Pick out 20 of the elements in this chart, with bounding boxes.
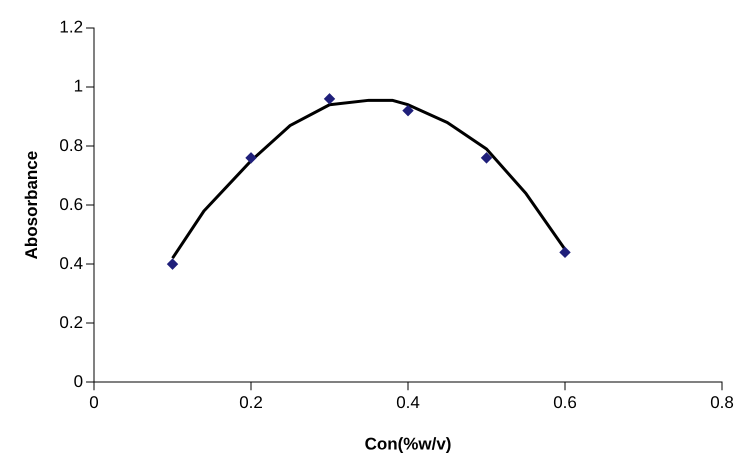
y-tick-label: 0 bbox=[74, 372, 84, 391]
y-tick-label: 1 bbox=[74, 76, 84, 96]
point bbox=[167, 258, 178, 270]
point bbox=[246, 152, 257, 164]
y-axis-title: Abosorbance bbox=[22, 150, 41, 260]
point bbox=[560, 246, 571, 258]
x-axis-title: Con(%w/v) bbox=[364, 434, 452, 454]
point bbox=[402, 105, 414, 116]
x-tick-label: 0 bbox=[89, 393, 99, 412]
x-tick-label: 0.2 bbox=[239, 393, 263, 412]
x-tick-label: 0.8 bbox=[710, 393, 734, 412]
y-tick-label: 0.2 bbox=[59, 312, 84, 332]
y-tick-label: 0.4 bbox=[59, 254, 84, 273]
point bbox=[324, 93, 336, 104]
point bbox=[481, 152, 492, 164]
y-tick-label: 0.8 bbox=[59, 136, 84, 155]
y-tick-label: 0.6 bbox=[59, 194, 84, 214]
y-tick-label: 1.2 bbox=[59, 18, 84, 37]
x-tick-label: 0.6 bbox=[553, 393, 577, 412]
x-tick-label: 0.4 bbox=[396, 393, 420, 412]
